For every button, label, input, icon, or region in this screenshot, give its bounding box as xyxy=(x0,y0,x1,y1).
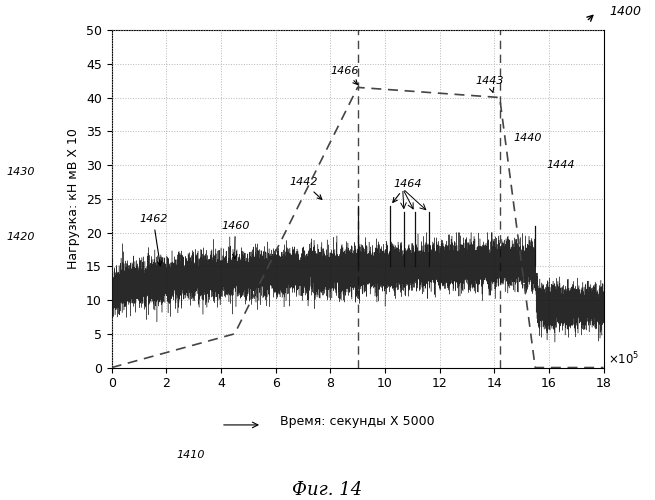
Text: 1420: 1420 xyxy=(7,232,35,242)
Y-axis label: Нагрузка: кН мВ X 10: Нагрузка: кН мВ X 10 xyxy=(67,128,81,269)
Text: 1400: 1400 xyxy=(609,5,641,18)
Text: 1460: 1460 xyxy=(221,221,250,259)
Text: 1443: 1443 xyxy=(475,76,504,92)
Text: 1466: 1466 xyxy=(330,66,359,84)
Text: 1442: 1442 xyxy=(290,178,322,200)
Text: 1462: 1462 xyxy=(139,214,168,266)
Text: 1430: 1430 xyxy=(7,167,35,177)
X-axis label: Время: секунды X 5000: Время: секунды X 5000 xyxy=(280,416,435,428)
Text: 1440: 1440 xyxy=(514,134,542,143)
Text: 1444: 1444 xyxy=(546,160,574,170)
Text: Фиг. 14: Фиг. 14 xyxy=(292,481,363,499)
Text: 1464: 1464 xyxy=(393,178,422,203)
Text: 1410: 1410 xyxy=(177,450,206,460)
Text: $\times10^5$: $\times10^5$ xyxy=(608,351,640,368)
